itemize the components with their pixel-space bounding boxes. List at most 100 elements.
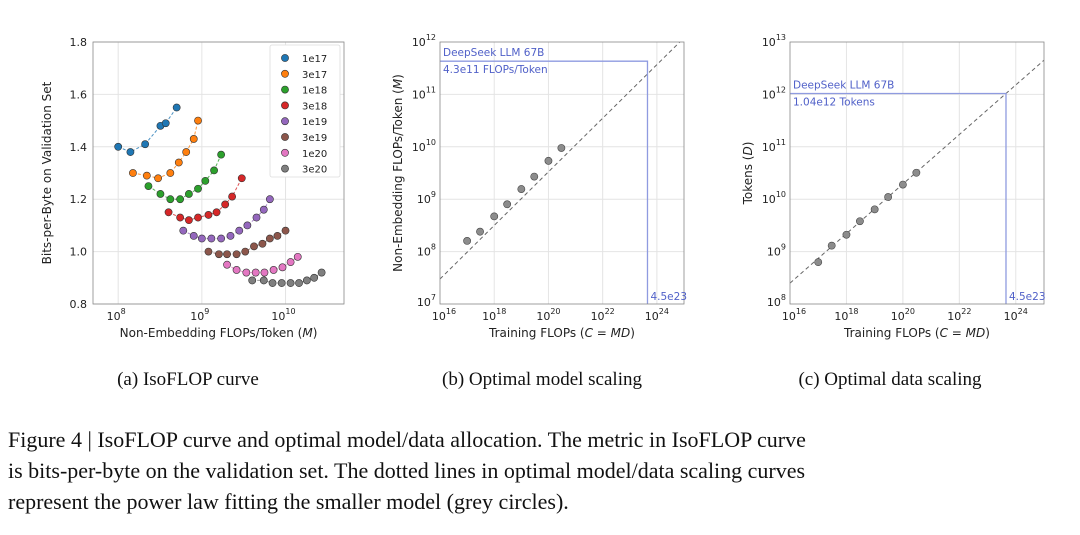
x-axis-label-text: Non-Embedding FLOPs/Token ( [120,326,303,340]
x-tick-label-base: 10 [190,310,204,323]
data-point [814,258,823,267]
data-point [503,200,512,209]
y-tick-label-base: 10 [762,88,776,101]
caption-line-3: represent the power law fitting the smal… [8,489,569,514]
x-tick-label: 1022 [591,307,615,323]
data-point [281,226,290,235]
legend-label: 1e17 [302,54,327,65]
data-point [232,250,241,259]
data-point [265,234,274,243]
x-tick-label-exp: 8 [121,307,126,316]
x-tick-label: 1020 [891,307,915,323]
legend-marker [281,54,289,62]
x-tick-label: 1010 [271,307,295,323]
data-point [141,140,150,149]
x-tick-label-exp: 18 [496,307,506,316]
data-point [161,119,170,128]
annotation-value: 4.3e11 FLOPs/Token [443,64,548,76]
data-point [258,239,267,248]
subcaption: (c) Optimal data scaling [798,369,982,390]
y-axis-label-text: Non-Embedding FLOPs/Token ( [391,89,405,272]
data-point [212,208,221,217]
y-axis-label-symbol: M [391,78,405,89]
y-tick-label-exp: 11 [426,85,436,94]
x-axis-label-close: ) [630,326,635,340]
y-tick-label-exp: 10 [426,138,436,147]
data-point [544,156,553,165]
data-point [156,190,165,198]
x-axis-label-close: ) [985,326,990,340]
data-point [223,260,231,269]
data-point [114,142,123,151]
data-point [228,192,237,201]
x-tick-label: 109 [190,307,209,323]
y-tick-label-exp: 13 [776,33,786,42]
legend-label: 3e20 [302,165,327,176]
data-point [490,212,499,221]
x-tick-label: 1018 [482,307,506,323]
y-tick-label-exp: 8 [781,293,786,302]
x-tick-label-base: 10 [591,310,605,323]
x-axis-label-text: Training FLOPs ( [843,326,940,340]
y-tick-label: 1010 [762,190,786,206]
y-axis-label-close: ) [741,142,755,147]
y-tick-label-exp: 7 [431,293,436,302]
data-point [189,135,198,143]
y-tick-label: 1.4 [70,141,88,154]
x-axis-label: Training FLOPs (C = MD) [488,326,635,340]
subcaption: (b) Optimal model scaling [442,369,642,390]
data-point [197,234,206,243]
data-point [204,211,213,219]
y-tick-label: 1011 [412,85,436,101]
y-tick-label-base: 10 [762,36,776,49]
x-tick-label: 1024 [645,307,669,323]
y-tick-label-base: 10 [412,141,426,154]
series-1e18 [144,150,226,204]
legend-marker [281,85,289,94]
data-point [278,263,287,272]
data-point [310,273,319,282]
annotation-x-label: 4.5e23 [650,291,687,303]
y-tick-label-exp: 9 [431,190,436,199]
data-point [252,213,261,222]
x-tick-label-exp: 22 [961,307,971,316]
data-point [237,174,246,183]
x-axis-label: Non-Embedding FLOPs/Token (M) [120,326,318,340]
data-point [260,268,269,277]
x-tick-label: 1016 [782,307,806,323]
legend-label: 3e19 [302,133,327,144]
y-tick-label-exp: 12 [426,33,436,42]
y-tick-label: 1.0 [70,246,88,259]
x-tick-label-base: 10 [432,310,446,323]
legend-marker [281,101,289,110]
data-point [277,279,286,287]
data-point [204,247,213,256]
x-tick-label-base: 10 [834,310,848,323]
x-tick-label-exp: 10 [285,307,295,316]
data-point [259,276,268,285]
y-tick-label-base: 10 [417,246,431,259]
data-point [176,213,185,222]
y-tick-label: 108 [417,243,436,259]
data-point [856,217,864,226]
data-point [286,279,295,287]
data-point [235,226,244,235]
annotation-x-label: 4.5e23 [1009,291,1046,303]
data-point [194,184,202,193]
data-point [295,279,303,287]
data-point [164,208,173,217]
data-point [268,279,277,287]
x-tick-label: 1022 [947,307,971,323]
data-point [269,266,278,274]
figure-caption: Figure 4 | IsoFLOP curve and optimal mod… [8,424,1076,517]
legend: 1e17 3e17 1e18 3e18 1e19 3e19 1e20 3e20 [269,44,341,178]
data-point [201,176,210,185]
y-tick-label-base: 10 [412,36,426,49]
data-point [273,231,282,240]
data-point [215,250,223,259]
data-point [243,221,252,230]
legend-marker [281,148,289,157]
series-3e17 [129,116,202,183]
